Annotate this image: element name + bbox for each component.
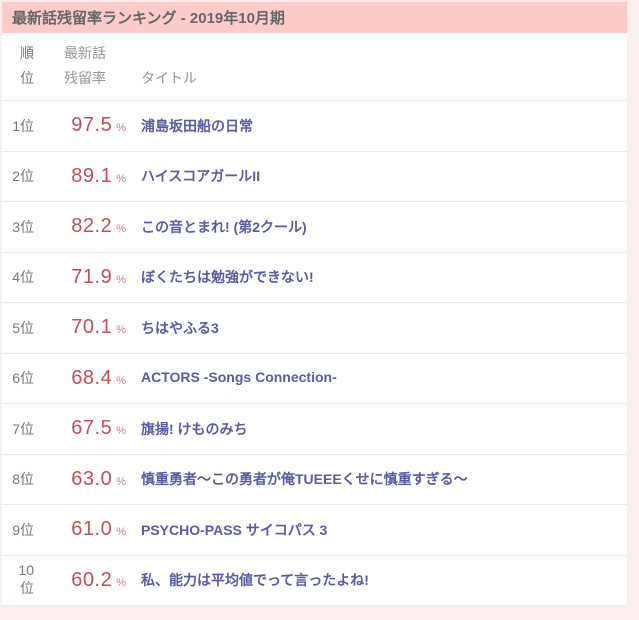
anime-title-link[interactable]: ちはやふる3 (141, 319, 219, 336)
table-row: 2位 89.1% ハイスコアガールII (2, 152, 627, 202)
column-header-rank: 順位 (20, 45, 34, 86)
table-row: 8位 63.0% 慎重勇者～この勇者が俺TUEEEくせに慎重すぎる～ (2, 455, 627, 505)
ranking-card: 最新話残留率ランキング - 2019年10月期 順位 最新話 残留率 タイトル … (2, 2, 627, 606)
rank-label: 1位 (12, 117, 34, 134)
column-header-retention-line1: 最新話 (64, 45, 106, 61)
percent-sign: % (116, 526, 126, 539)
rank-label: 5位 (12, 319, 34, 336)
retention-cell: 68.4% (34, 367, 126, 390)
table-row: 3位 82.2% この音とまれ! (第2クール) (2, 202, 627, 253)
retention-cell: 61.0% (34, 518, 126, 541)
title-cell: 私、能力は平均値でって言ったよね! (141, 570, 627, 590)
table-row: 1位 97.5% 浦島坂田船の日常 (2, 101, 627, 152)
percent-sign: % (116, 374, 126, 387)
title-cell: 慎重勇者～この勇者が俺TUEEEくせに慎重すぎる～ (141, 469, 627, 489)
retention-cell: 82.2% (34, 215, 126, 238)
retention-cell: 70.1% (34, 316, 126, 339)
title-cell: ぼくたちは勉強ができない! (141, 267, 627, 287)
title-cell: 浦島坂田船の日常 (141, 116, 627, 136)
retention-number: 63.0 (71, 467, 113, 490)
table-row: 9位 61.0% PSYCHO-PASS サイコパス 3 (2, 505, 627, 556)
anime-title-link[interactable]: PSYCHO-PASS サイコパス 3 (141, 521, 328, 538)
anime-title-link[interactable]: 私、能力は平均値でって言ったよね! (141, 572, 369, 589)
card-title: 最新話残留率ランキング - 2019年10月期 (12, 10, 285, 27)
percent-sign: % (116, 122, 126, 135)
retention-cell: 89.1% (34, 165, 126, 188)
title-cell: ちはやふる3 (141, 318, 627, 338)
table-row: 7位 67.5% 旗揚! けものみち (2, 404, 627, 455)
retention-number: 68.4 (71, 366, 113, 389)
percent-sign: % (116, 223, 126, 236)
anime-title-link[interactable]: 慎重勇者～この勇者が俺TUEEEくせに慎重すぎる～ (141, 471, 468, 488)
anime-title-link[interactable]: ぼくたちは勉強ができない! (141, 269, 314, 286)
percent-sign: % (116, 172, 126, 185)
table-row: 4位 71.9% ぼくたちは勉強ができない! (2, 253, 627, 303)
anime-title-link[interactable]: 旗揚! けものみち (141, 420, 248, 437)
retention-number: 82.2 (71, 215, 113, 238)
column-header-title-label: タイトル (141, 70, 197, 86)
ranking-table-body: 1位 97.5% 浦島坂田船の日常 2位 89.1% ハイスコアガールII 3位… (2, 101, 627, 606)
percent-sign: % (116, 475, 126, 488)
rank-label: 10位 (18, 562, 34, 597)
retention-number: 70.1 (71, 316, 113, 339)
rank-label: 7位 (12, 420, 34, 437)
retention-cell: 63.0% (34, 468, 126, 491)
retention-number: 60.2 (71, 568, 113, 591)
column-header-title: タイトル (141, 66, 627, 91)
title-cell: PSYCHO-PASS サイコパス 3 (141, 520, 627, 540)
table-row: 5位 70.1% ちはやふる3 (2, 303, 627, 354)
column-header-retention: 最新話 残留率 (34, 41, 126, 91)
rank-label: 6位 (12, 370, 34, 387)
retention-cell: 60.2% (34, 569, 126, 592)
table-row: 10位 60.2% 私、能力は平均値でって言ったよね! (2, 556, 627, 606)
title-cell: この音とまれ! (第2クール) (141, 217, 627, 237)
anime-title-link[interactable]: ハイスコアガールII (141, 168, 261, 185)
anime-title-link[interactable]: この音とまれ! (第2クール) (141, 218, 307, 235)
rank-label: 8位 (12, 471, 34, 488)
rank-label: 4位 (12, 269, 34, 286)
percent-sign: % (116, 324, 126, 337)
rank-label: 3位 (12, 218, 34, 235)
retention-number: 97.5 (71, 114, 113, 137)
percent-sign: % (116, 425, 126, 438)
rank-label: 9位 (12, 521, 34, 538)
retention-cell: 71.9% (34, 266, 126, 289)
title-cell: ハイスコアガールII (141, 166, 627, 186)
retention-number: 71.9 (71, 265, 113, 288)
retention-cell: 97.5% (34, 114, 126, 137)
retention-number: 67.5 (71, 417, 113, 440)
retention-number: 61.0 (71, 518, 113, 541)
retention-cell: 67.5% (34, 417, 126, 440)
rank-label: 2位 (12, 168, 34, 185)
title-cell: 旗揚! けものみち (141, 419, 627, 439)
retention-number: 89.1 (71, 164, 113, 187)
anime-title-link[interactable]: 浦島坂田船の日常 (141, 117, 253, 134)
percent-sign: % (116, 273, 126, 286)
column-header-retention-line2: 残留率 (64, 70, 106, 86)
percent-sign: % (116, 576, 126, 589)
table-row: 6位 68.4% ACTORS -Songs Connection- (2, 354, 627, 404)
title-cell: ACTORS -Songs Connection- (141, 369, 627, 387)
anime-title-link[interactable]: ACTORS -Songs Connection- (141, 369, 337, 386)
card-header: 最新話残留率ランキング - 2019年10月期 (2, 2, 627, 33)
table-header-row: 順位 最新話 残留率 タイトル (2, 33, 627, 101)
